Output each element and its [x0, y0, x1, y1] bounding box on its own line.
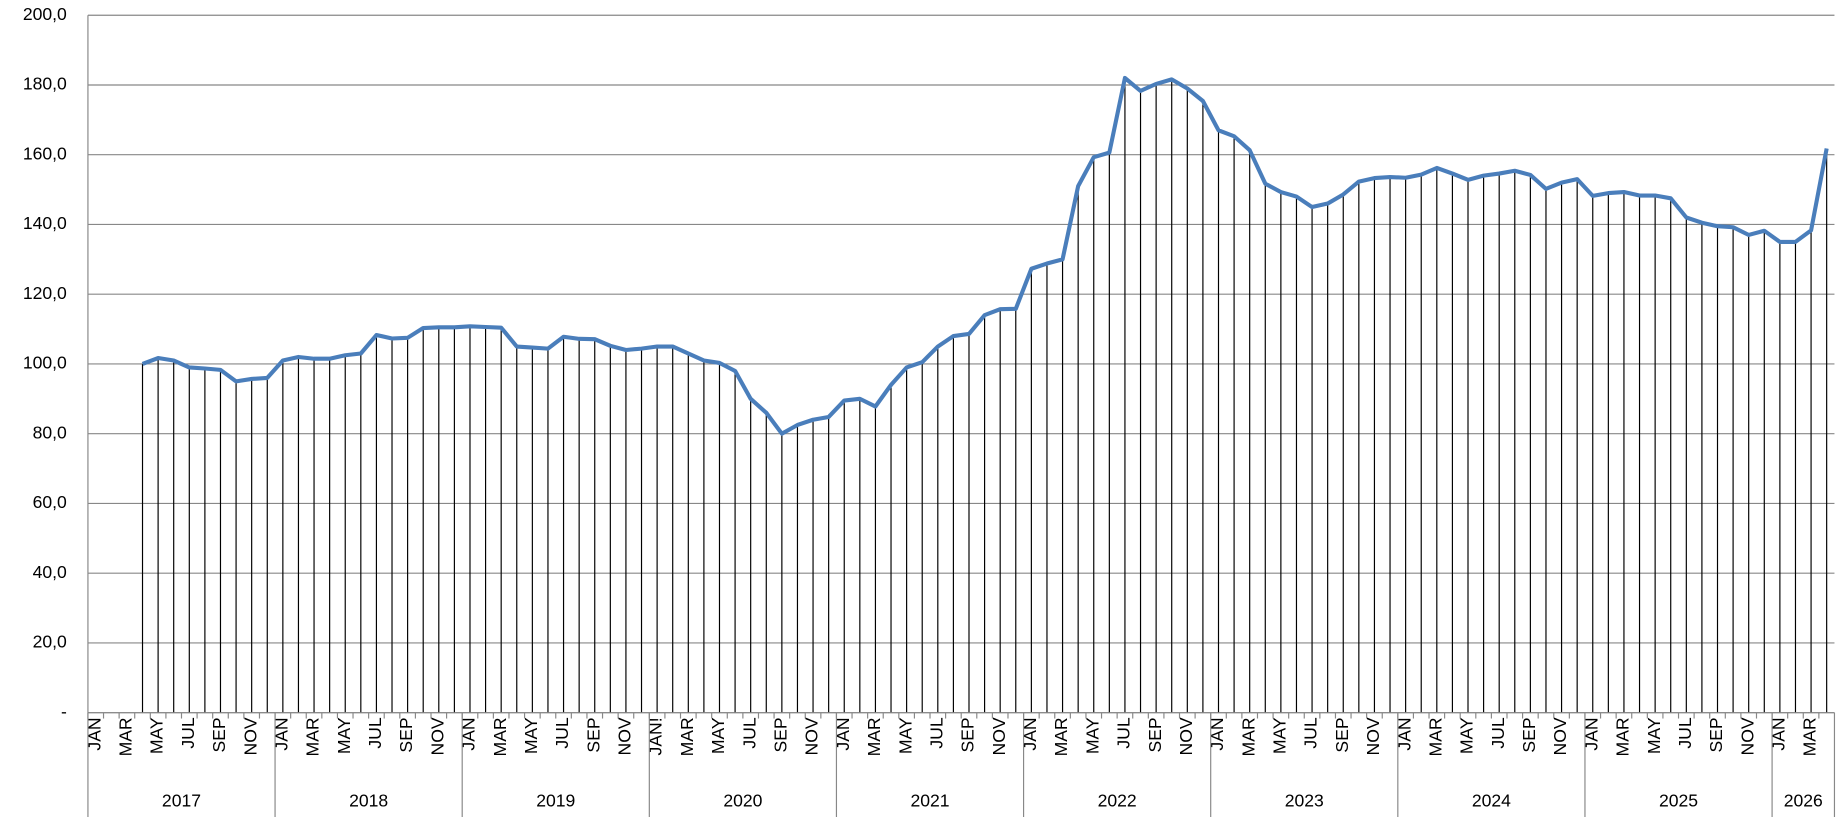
x-tick-label: MAR	[1800, 717, 1820, 756]
x-tick-label: SEP	[1145, 717, 1165, 752]
year-label: 2017	[162, 790, 201, 810]
year-label: 2023	[1285, 790, 1324, 810]
x-tick-label: MAY	[1457, 717, 1477, 754]
x-tick-label: MAY	[895, 717, 915, 754]
y-tick-label: 100,0	[23, 353, 67, 373]
x-tick-label: SEP	[583, 717, 603, 752]
x-tick-label: JAN	[1207, 717, 1227, 750]
x-tick-label: SEP	[958, 717, 978, 752]
x-tick-label: MAY	[147, 717, 167, 754]
x-tick-label: NOV	[615, 717, 635, 755]
y-tick-label: 120,0	[23, 283, 67, 303]
x-tick-label: JAN	[1020, 717, 1040, 750]
x-tick-label: MAR	[1051, 717, 1071, 756]
x-tick-label: MAY	[708, 717, 728, 754]
x-tick-label: NOV	[1363, 717, 1383, 755]
x-tick-label: JUL	[1114, 717, 1134, 748]
x-tick-label: SEP	[396, 717, 416, 752]
x-tick-label: JUL	[552, 717, 572, 748]
year-label: 2019	[536, 790, 575, 810]
x-tick-label: JAN	[84, 717, 104, 750]
x-tick-label: JUL	[926, 717, 946, 748]
x-tick-label: MAR	[303, 717, 323, 756]
x-tick-label: MAR	[1238, 717, 1258, 756]
x-tick-label: JUL	[739, 717, 759, 748]
y-tick-label: 40,0	[33, 562, 67, 582]
x-tick-label: NOV	[802, 717, 822, 755]
x-tick-label: NOV	[240, 717, 260, 755]
y-tick-label: 200,0	[23, 4, 67, 24]
x-tick-label: NOV	[427, 717, 447, 755]
x-tick-label: MAR	[1613, 717, 1633, 756]
x-tick-label: MAR	[864, 717, 884, 756]
year-label: 2025	[1659, 790, 1698, 810]
x-tick-label: MAR	[490, 717, 510, 756]
x-tick-label: NOV	[989, 717, 1009, 755]
x-tick-label: JUL	[365, 717, 385, 748]
x-tick-label: MAY	[1644, 717, 1664, 754]
x-tick-label: JUL	[1675, 717, 1695, 748]
x-tick-label: JUL	[1301, 717, 1321, 748]
year-label: 2020	[723, 790, 762, 810]
y-tick-label: -	[61, 701, 67, 721]
x-tick-label: JUL	[1488, 717, 1508, 748]
x-tick-label: MAR	[677, 717, 697, 756]
x-tick-label: SEP	[1332, 717, 1352, 752]
x-tick-label: NOV	[1737, 717, 1757, 755]
x-tick-label: JAN	[459, 717, 479, 750]
x-tick-label: SEP	[771, 717, 791, 752]
year-label: 2024	[1472, 790, 1511, 810]
x-tick-label: JAN	[1581, 717, 1601, 750]
x-tick-label: JAN!	[646, 717, 666, 755]
x-tick-label: SEP	[1519, 717, 1539, 752]
x-tick-label: JAN	[1394, 717, 1414, 750]
x-tick-label: MAY	[1082, 717, 1102, 754]
x-tick-label: MAR	[116, 717, 136, 756]
year-label: 2026	[1784, 790, 1823, 810]
x-tick-label: NOV	[1176, 717, 1196, 755]
x-tick-label: SEP	[1706, 717, 1726, 752]
series-line	[141, 75, 1829, 436]
year-label: 2022	[1098, 790, 1137, 810]
x-tick-label: SEP	[209, 717, 229, 752]
year-label: 2021	[910, 790, 949, 810]
x-tick-label: JAN	[1769, 717, 1789, 750]
x-tick-label: MAY	[1270, 717, 1290, 754]
y-tick-label: 60,0	[33, 492, 67, 512]
y-tick-label: 140,0	[23, 213, 67, 233]
y-tick-label: 80,0	[33, 422, 67, 442]
x-tick-label: JAN	[833, 717, 853, 750]
y-tick-label: 180,0	[23, 74, 67, 94]
x-tick-label: JAN	[271, 717, 291, 750]
year-label: 2018	[349, 790, 388, 810]
x-tick-label: JUL	[178, 717, 198, 748]
x-tick-label: MAY	[521, 717, 541, 754]
y-tick-label: 160,0	[23, 143, 67, 163]
x-tick-label: NOV	[1550, 717, 1570, 755]
x-tick-label: MAR	[1425, 717, 1445, 756]
x-tick-label: MAY	[334, 717, 354, 754]
y-tick-label: 20,0	[33, 632, 67, 652]
